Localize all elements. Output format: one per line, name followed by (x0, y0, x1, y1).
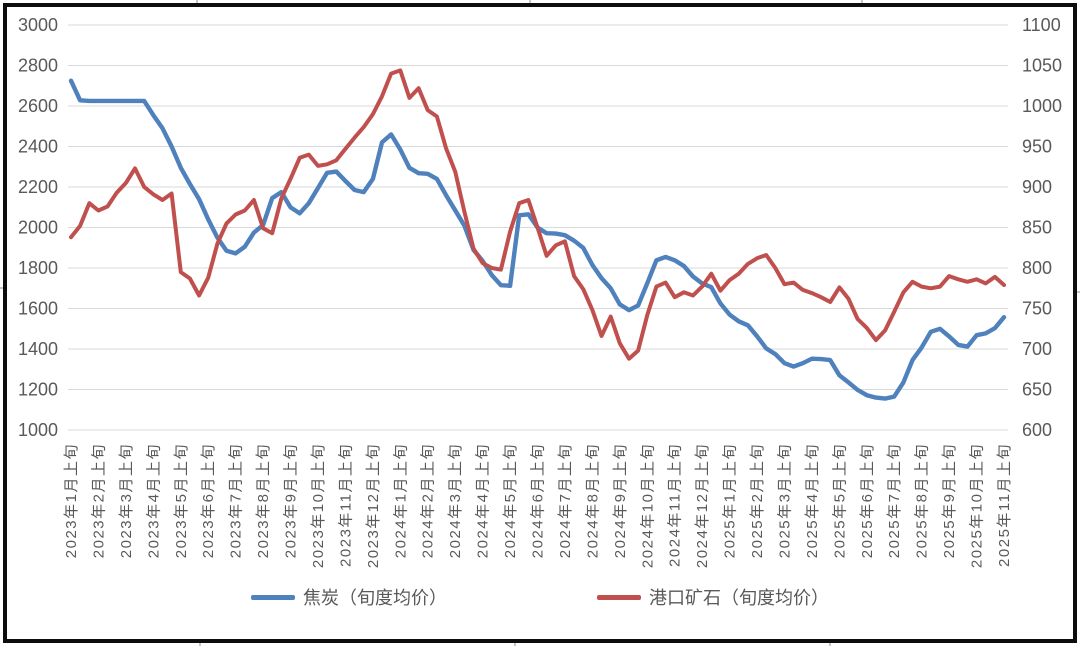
x-axis-tick-label: 2024年11月上旬 (667, 443, 684, 567)
right-axis-tick-label: 700 (1022, 339, 1052, 359)
left-axis-tick-label: 2200 (18, 177, 58, 197)
right-axis-tick-label: 900 (1022, 177, 1052, 197)
x-axis-tick-label: 2024年1月上旬 (392, 443, 409, 558)
left-axis-tick-label: 1400 (18, 339, 58, 359)
x-axis-tick-label: 2024年4月上旬 (475, 443, 492, 558)
x-axis-tick-label: 2025年3月上旬 (776, 443, 793, 558)
x-axis-tick-label: 2024年5月上旬 (502, 443, 519, 558)
left-axis-tick-label: 1200 (18, 380, 58, 400)
x-axis-tick-label: 2023年5月上旬 (173, 443, 190, 558)
x-axis-tick-label: 2025年9月上旬 (941, 443, 958, 558)
x-axis-tick-label: 2023年1月上旬 (63, 443, 80, 558)
x-axis-tick-label: 2025年4月上旬 (804, 443, 821, 558)
legend-label-coke: 焦炭（旬度均价） (303, 588, 447, 608)
x-axis-tick-label: 2024年8月上旬 (584, 443, 601, 558)
x-axis-tick-label: 2023年2月上旬 (90, 443, 107, 558)
x-axis-tick-label: 2023年11月上旬 (337, 443, 354, 567)
left-axis-tick-label: 2400 (18, 137, 58, 157)
x-axis-tick-label: 2025年5月上旬 (831, 443, 848, 558)
x-axis-tick-label: 2023年8月上旬 (255, 443, 272, 558)
coke-series-line (68, 78, 1007, 401)
ore-series-line (69, 68, 1006, 361)
right-axis-tick-label: 600 (1022, 420, 1052, 440)
right-axis-tick-label: 1000 (1022, 96, 1062, 116)
x-axis-tick-label: 2023年9月上旬 (283, 443, 300, 558)
x-axis-tick-label: 2025年2月上旬 (749, 443, 766, 558)
right-axis-tick-label: 1100 (1022, 15, 1061, 35)
x-axis-tick-label: 2023年12月上旬 (365, 443, 382, 568)
ore-line-swatch-icon (597, 594, 641, 600)
x-axis-tick-label: 2024年9月上旬 (612, 443, 629, 558)
coke-line-swatch-icon (251, 594, 295, 600)
x-axis-tick-label: 2025年7月上旬 (886, 443, 903, 558)
right-axis-tick-label: 950 (1022, 137, 1052, 157)
x-axis-tick-label: 2023年6月上旬 (200, 443, 217, 558)
x-axis-tick-label: 2025年8月上旬 (914, 443, 931, 558)
x-axis-tick-label: 2025年6月上旬 (859, 443, 876, 558)
x-axis-tick-label: 2024年10月上旬 (639, 443, 656, 568)
legend: 焦炭（旬度均价） 港口矿石（旬度均价） (0, 584, 1080, 610)
right-axis-tick-label: 1050 (1022, 56, 1062, 76)
left-axis-tick-label: 2600 (18, 96, 58, 116)
right-axis-tick-label: 650 (1022, 380, 1052, 400)
left-axis-tick-label: 2000 (18, 218, 58, 238)
x-axis-tick-label: 2024年12月上旬 (694, 443, 711, 568)
left-axis-tick-label: 1000 (18, 420, 58, 440)
x-axis-tick-label: 2024年6月上旬 (530, 443, 547, 558)
left-axis-tick-label: 1800 (18, 258, 58, 278)
left-axis-tick-label: 3000 (18, 15, 58, 35)
left-axis-tick-label: 1600 (18, 299, 58, 319)
x-axis-tick-label: 2023年7月上旬 (228, 443, 245, 558)
legend-label-ore: 港口矿石（旬度均价） (649, 588, 829, 608)
left-axis-tick-label: 2800 (18, 56, 58, 76)
x-axis-tick-label: 2025年11月上旬 (996, 443, 1013, 567)
x-axis-tick-label: 2025年10月上旬 (969, 443, 986, 568)
right-axis-tick-label: 750 (1022, 299, 1052, 319)
x-axis-tick-label: 2025年1月上旬 (722, 443, 739, 558)
x-axis-tick-label: 2023年3月上旬 (118, 443, 135, 558)
right-axis-tick-label: 850 (1022, 218, 1052, 238)
chart-frame (3, 3, 1077, 643)
x-axis-tick-label: 2023年4月上旬 (145, 443, 162, 558)
x-axis-tick-label: 2023年10月上旬 (310, 443, 327, 568)
legend-item-coke: 焦炭（旬度均价） (251, 584, 447, 610)
x-axis-tick-label: 2024年3月上旬 (447, 443, 464, 558)
x-axis-tick-label: 2024年2月上旬 (420, 443, 437, 558)
right-axis-tick-label: 800 (1022, 258, 1052, 278)
x-axis-tick-label: 2024年7月上旬 (557, 443, 574, 558)
legend-item-ore: 港口矿石（旬度均价） (597, 584, 829, 610)
